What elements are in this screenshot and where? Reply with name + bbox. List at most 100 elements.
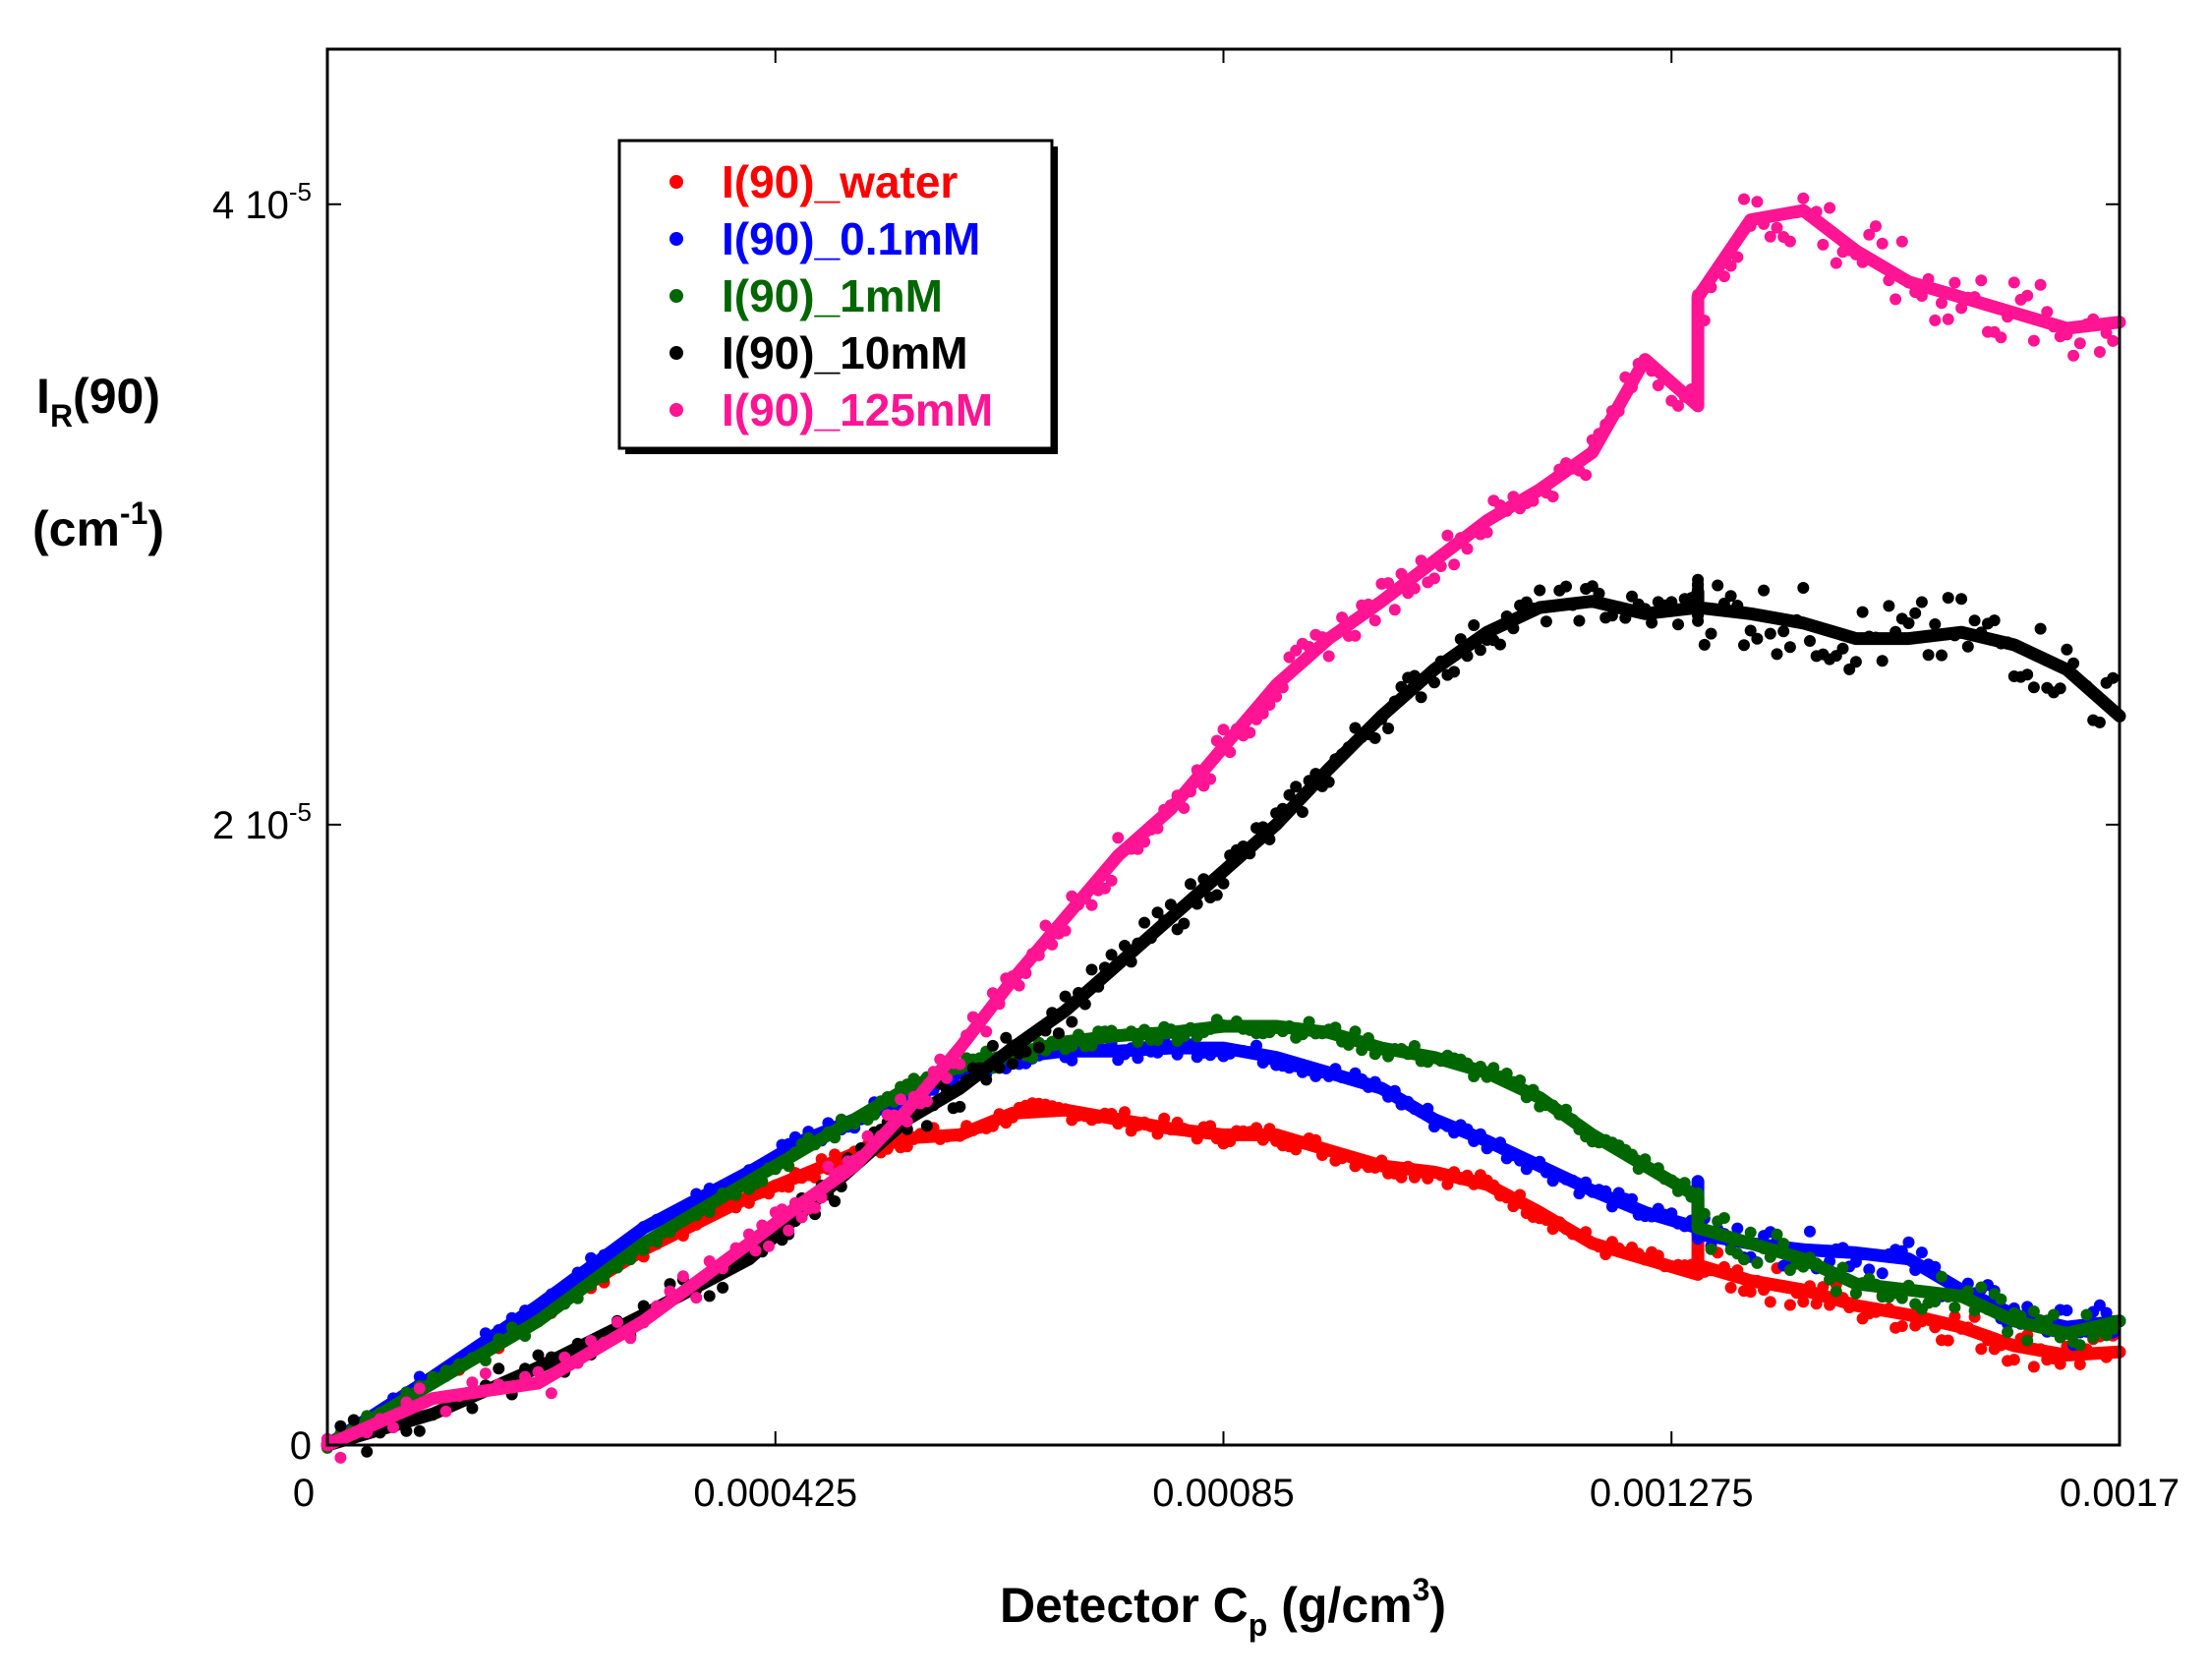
data-point xyxy=(1039,1024,1052,1037)
data-point xyxy=(1408,1040,1421,1052)
data-point xyxy=(993,998,1006,1011)
data-point xyxy=(1870,1248,1882,1261)
data-point xyxy=(1692,1233,1705,1246)
data-point xyxy=(532,1349,545,1361)
data-point xyxy=(505,1321,518,1334)
data-point xyxy=(558,1351,571,1363)
data-point xyxy=(505,1381,518,1394)
data-point xyxy=(598,1271,610,1284)
data-point xyxy=(1514,1188,1527,1201)
data-point xyxy=(1527,602,1540,614)
data-point xyxy=(2007,276,2020,289)
data-point xyxy=(1646,1210,1658,1223)
data-point xyxy=(1217,724,1230,736)
data-point xyxy=(1698,638,1711,651)
data-point xyxy=(986,1120,999,1132)
data-point xyxy=(954,1130,966,1142)
data-point xyxy=(1164,1023,1177,1036)
data-point xyxy=(1098,882,1111,895)
data-point xyxy=(1342,741,1355,754)
data-point xyxy=(1612,405,1625,418)
data-point xyxy=(848,1118,861,1130)
data-point xyxy=(1738,193,1750,205)
data-point xyxy=(400,1396,413,1409)
data-point xyxy=(1342,1038,1355,1051)
data-point xyxy=(558,1298,571,1310)
data-point xyxy=(1085,1039,1098,1052)
data-point xyxy=(1073,1028,1085,1041)
data-point xyxy=(690,1188,703,1200)
y-tick-label: 4 10-5 xyxy=(212,177,312,227)
data-point xyxy=(1066,1054,1078,1067)
data-point xyxy=(1105,1108,1118,1120)
data-point xyxy=(1804,635,1816,647)
data-point xyxy=(1461,543,1474,555)
data-point xyxy=(1540,1166,1552,1179)
data-point xyxy=(1441,529,1454,542)
data-point xyxy=(1375,1082,1388,1095)
data-point xyxy=(1942,592,1954,605)
data-point xyxy=(2002,636,2014,649)
legend-marker xyxy=(669,403,683,417)
data-point xyxy=(1751,196,1764,208)
data-point xyxy=(1777,1280,1790,1293)
data-point xyxy=(1783,1299,1796,1311)
data-point xyxy=(1151,1034,1164,1046)
data-point xyxy=(1197,873,1210,886)
data-point xyxy=(347,1427,360,1440)
data-point xyxy=(1744,219,1757,232)
y-tick-label: 0 xyxy=(290,1424,312,1468)
data-point xyxy=(2061,1304,2073,1316)
data-point xyxy=(1783,641,1796,654)
data-point xyxy=(690,1218,703,1231)
data-point xyxy=(598,1248,610,1261)
data-point xyxy=(1474,1128,1486,1140)
data-point xyxy=(1514,1154,1527,1167)
data-point xyxy=(1119,1106,1131,1119)
data-point xyxy=(1349,1025,1362,1038)
series-layer xyxy=(320,192,2126,1464)
data-point xyxy=(1902,276,1915,289)
data-point xyxy=(1007,970,1018,983)
data-point xyxy=(1342,1150,1355,1163)
data-point xyxy=(479,1367,492,1380)
data-point xyxy=(1804,1225,1816,1238)
data-point xyxy=(1185,785,1196,798)
data-point xyxy=(1929,618,1942,630)
data-point xyxy=(1368,731,1381,744)
data-point xyxy=(1468,1071,1481,1082)
data-point xyxy=(1388,604,1401,616)
data-point xyxy=(1724,1281,1737,1294)
data-point xyxy=(1783,235,1796,248)
legend-marker xyxy=(669,232,683,246)
data-point xyxy=(1626,590,1638,603)
data-point xyxy=(1448,1127,1461,1139)
data-point xyxy=(1915,1246,1928,1259)
data-point xyxy=(1948,629,1961,642)
data-point xyxy=(1151,906,1164,919)
data-point xyxy=(1870,1278,1882,1291)
data-point xyxy=(1883,600,1895,612)
data-point xyxy=(729,1201,742,1214)
data-point xyxy=(2048,320,2060,333)
data-point xyxy=(1731,1222,1744,1235)
data-point xyxy=(1546,1099,1559,1112)
data-point xyxy=(1895,1292,1908,1304)
data-point xyxy=(1441,1178,1454,1190)
data-point xyxy=(637,1316,650,1329)
data-point xyxy=(2067,349,2080,362)
data-point xyxy=(690,1292,703,1304)
series-I(90)_125mM xyxy=(320,192,2126,1464)
data-point xyxy=(1151,1128,1164,1140)
data-point xyxy=(1494,1136,1506,1149)
data-point xyxy=(676,1230,689,1242)
data-point xyxy=(1026,1027,1039,1040)
data-point xyxy=(1164,898,1177,911)
data-point xyxy=(1256,821,1269,834)
data-point xyxy=(1329,1063,1342,1075)
data-point xyxy=(1000,1031,1013,1044)
data-point xyxy=(1580,1226,1593,1239)
data-point xyxy=(1883,274,1895,287)
data-point xyxy=(1296,1028,1308,1041)
data-point xyxy=(1019,967,1032,979)
